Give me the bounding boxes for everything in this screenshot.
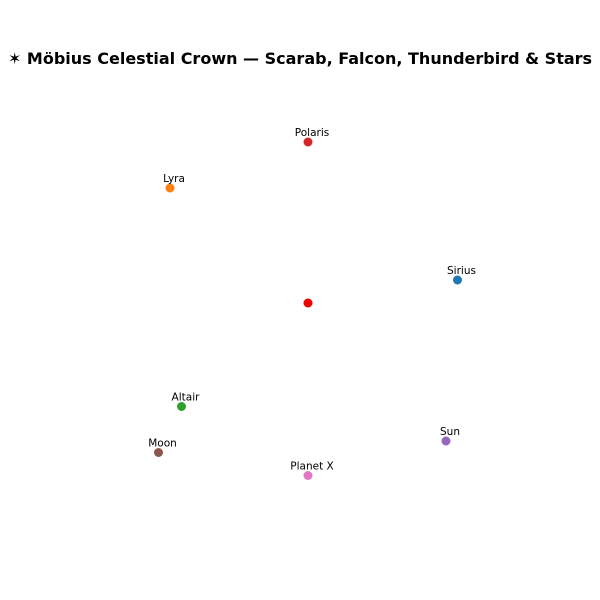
point-sirius: [453, 275, 462, 285]
point-label-moon: Moon: [148, 438, 177, 450]
points-layer: Polaris Lyra Sirius Altair Sun Moon Planet X: [148, 127, 476, 480]
point-label-sirius: Sirius: [447, 265, 476, 277]
point-label-lyra: Lyra: [163, 173, 185, 185]
point-label-polaris: Polaris: [295, 127, 329, 139]
point-planet-x: [303, 471, 313, 480]
point-polaris: [303, 137, 313, 147]
chart-title: ✶ Möbius Celestial Crown — Scarab, Falco…: [8, 49, 592, 68]
point-moon: [154, 448, 163, 457]
point-label-planet-x: Planet X: [290, 461, 333, 473]
point-center: [303, 298, 313, 308]
point-lyra: [165, 183, 175, 193]
point-altair: [177, 402, 186, 411]
point-label-altair: Altair: [172, 392, 201, 404]
point-label-sun: Sun: [440, 426, 460, 438]
point-sun: [441, 436, 451, 446]
